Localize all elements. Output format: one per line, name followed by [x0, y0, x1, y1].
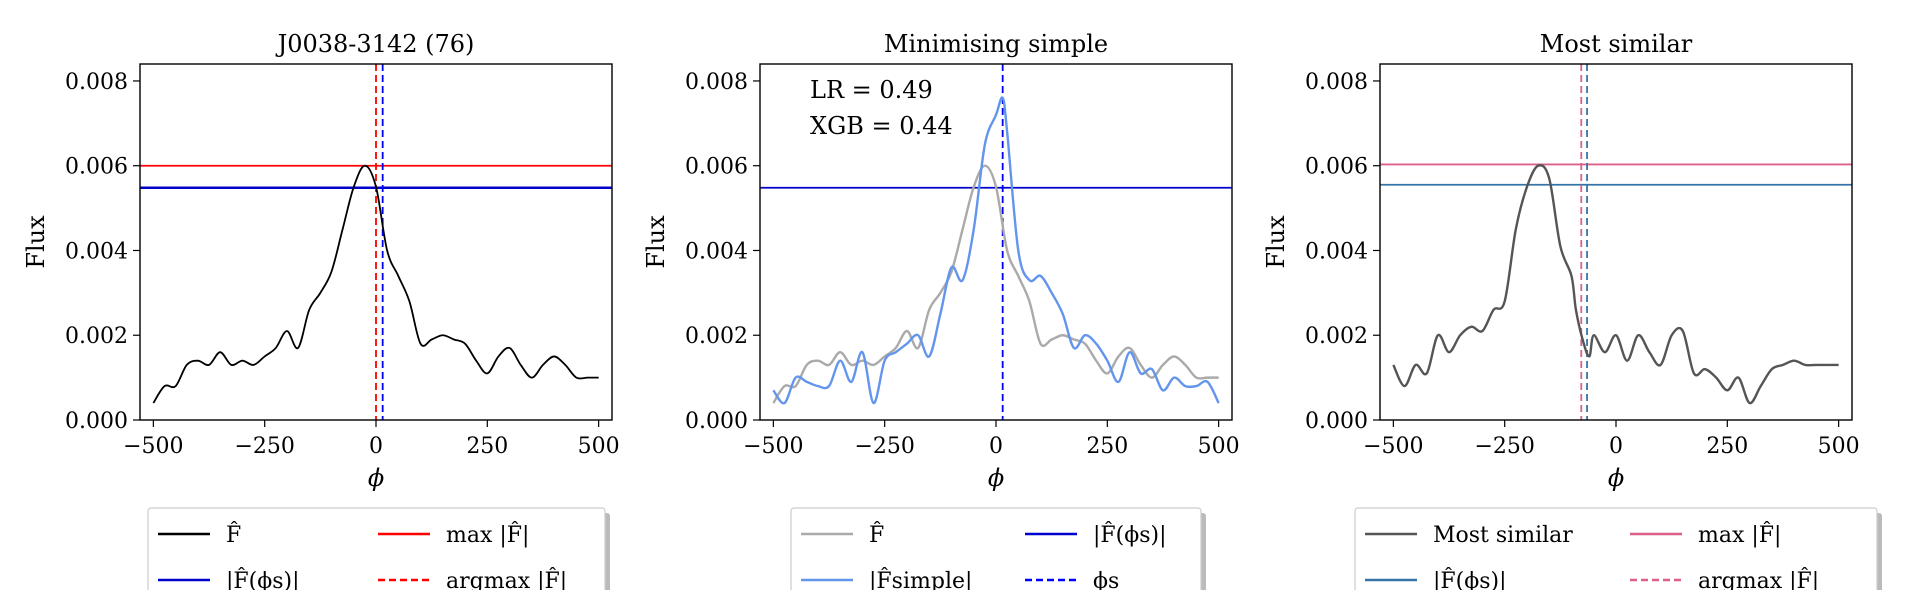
plot-area	[1380, 64, 1852, 420]
series-line-1	[772, 164, 1219, 404]
y-tick-label: 0.004	[1305, 239, 1368, 264]
y-tick-label: 0.000	[1305, 409, 1368, 434]
x-tick-label: 0	[1609, 434, 1623, 459]
y-tick-label: 0.006	[685, 155, 748, 180]
legend-label: Most similar	[1433, 523, 1573, 548]
y-tick-label: 0.002	[1305, 324, 1368, 349]
legend-box	[147, 507, 606, 590]
x-tick-label: 250	[1706, 434, 1748, 459]
y-tick-label: 0.004	[65, 239, 128, 264]
legend: F̂ max |F̂| |F̂(ϕs)| argmax |F̂|	[147, 507, 610, 590]
annotation-1: LR = 0.49	[810, 76, 933, 104]
x-tick-label: −250	[1474, 434, 1534, 459]
y-tick-label: 0.002	[685, 324, 748, 349]
chart-title: J0038-3142 (76)	[275, 30, 475, 58]
y-tick-label: 0.006	[1305, 155, 1368, 180]
x-tick-label: −500	[1363, 434, 1423, 459]
chart-panel-2: −500 −250 0 250 500 0.000 0.002 0.004 0.006 0.008…	[642, 30, 1240, 590]
chart-panel-3: −500 −250 0 250 500 0.000 0.002 0.004 0.006 0.008…	[1262, 30, 1882, 590]
chart-title: Minimising simple	[884, 30, 1108, 58]
legend-box	[1354, 507, 1878, 590]
series-line-1	[1392, 164, 1839, 405]
y-tick-label: 0.008	[1305, 70, 1368, 95]
y-tick-label: 0.000	[685, 409, 748, 434]
legend-label: |F̂simple|	[869, 568, 972, 590]
chart-panel-1: −500 −250 0 250 500 0.000 0.002 0.004 0.006 0.008…	[22, 30, 620, 590]
legend-label: argmax |F̂|	[446, 568, 567, 590]
x-axis-label: ϕ	[368, 464, 384, 492]
y-tick-label: 0.008	[685, 70, 748, 95]
legend-label: F̂	[869, 522, 884, 548]
x-tick-label: −500	[743, 434, 803, 459]
x-tick-label: 0	[989, 434, 1003, 459]
x-tick-label: −500	[123, 434, 183, 459]
legend-label: |F̂(ϕs)|	[1093, 522, 1167, 548]
y-tick-label: 0.008	[65, 70, 128, 95]
series-line-1	[152, 164, 599, 404]
legend-label: max |F̂|	[446, 522, 529, 548]
y-tick-label: 0.000	[65, 409, 128, 434]
x-tick-label: −250	[854, 434, 914, 459]
y-tick-label: 0.002	[65, 324, 128, 349]
plot-area	[140, 64, 612, 420]
chart-title: Most similar	[1540, 30, 1693, 58]
y-tick-label: 0.006	[65, 155, 128, 180]
annotation-2: XGB = 0.44	[810, 112, 953, 140]
x-axis-label: ϕ	[988, 464, 1004, 492]
x-tick-label: 500	[1818, 434, 1860, 459]
legend-label: |F̂(ϕs)|	[1433, 568, 1507, 590]
y-axis-label: Flux	[1262, 215, 1290, 269]
plot-area	[760, 64, 1232, 420]
legend: F̂ |F̂(ϕs)| |F̂simple| ϕs	[790, 507, 1206, 590]
legend-label: F̂	[226, 522, 241, 548]
y-axis-label: Flux	[642, 215, 670, 269]
legend-label: |F̂(ϕs)|	[226, 568, 300, 590]
legend-label: ϕs	[1093, 569, 1119, 590]
legend-label: argmax |F̂|	[1698, 568, 1819, 590]
legend-label: max |F̂|	[1698, 522, 1781, 548]
legend: Most similar max |F̂| |F̂(ϕs)| argmax |F̂|	[1354, 507, 1882, 590]
x-tick-label: 0	[369, 434, 383, 459]
x-tick-label: −250	[234, 434, 294, 459]
x-tick-label: 500	[1198, 434, 1240, 459]
legend-box	[790, 507, 1202, 590]
x-axis-label: ϕ	[1608, 464, 1624, 492]
y-tick-label: 0.004	[685, 239, 748, 264]
x-tick-label: 250	[466, 434, 508, 459]
x-tick-label: 250	[1086, 434, 1128, 459]
y-axis-label: Flux	[22, 215, 50, 269]
series-line-2	[772, 96, 1220, 405]
x-tick-label: 500	[578, 434, 620, 459]
